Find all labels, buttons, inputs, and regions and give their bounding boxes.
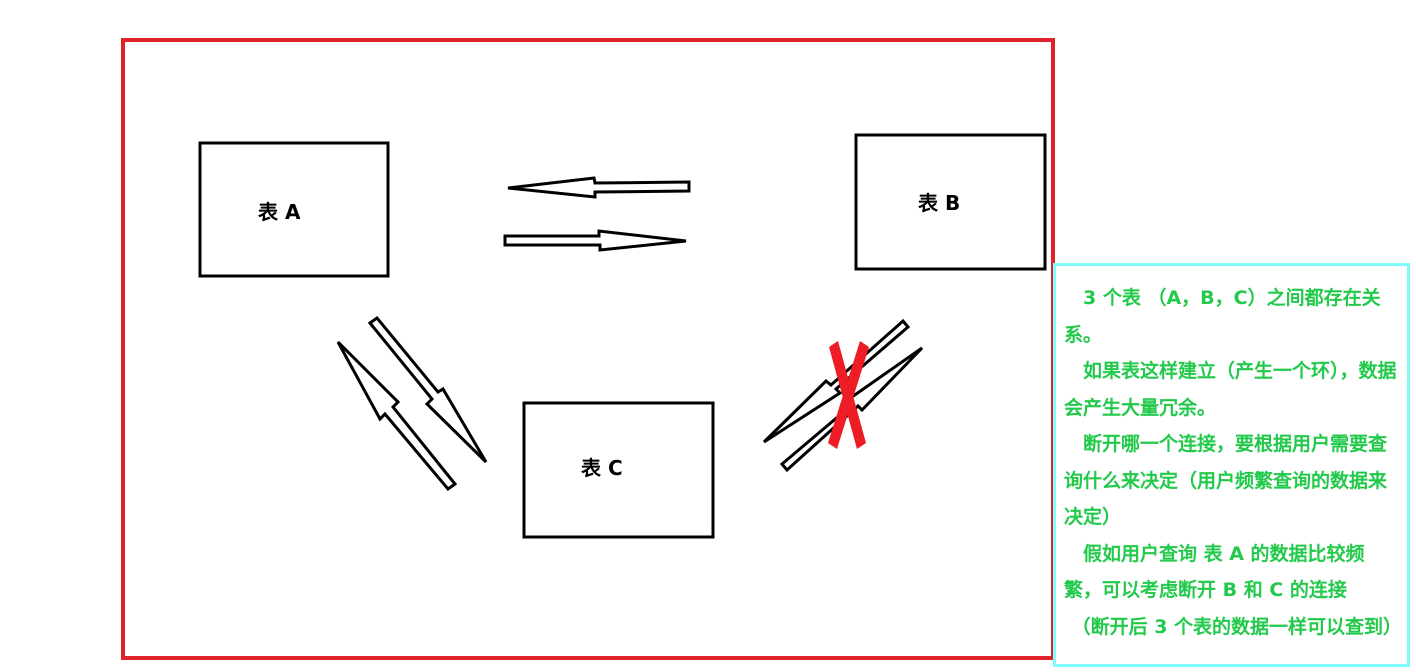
table-a-box: 表 A [198, 141, 390, 278]
explanation-note: 3 个表 （A，B，C）之间都存在关系。 如果表这样建立（产生一个环），数据会产… [1053, 263, 1410, 667]
table-b-box: 表 B [854, 133, 1047, 271]
table-c-label: 表 C [581, 456, 623, 480]
arrow-b-to-c-icon [762, 318, 911, 444]
arrow-a-to-b-icon [503, 229, 687, 252]
arrow-b-to-a-icon [507, 176, 691, 199]
note-paragraph-1: 3 个表 （A，B，C）之间都存在关系。 [1064, 287, 1381, 346]
outer-frame [121, 38, 1055, 660]
note-paragraph-2: 如果表这样建立（产生一个环），数据会产生大量冗余。 [1064, 360, 1397, 419]
red-cross-icon [828, 341, 869, 449]
table-b-label: 表 B [918, 191, 960, 215]
table-a-label: 表 A [258, 200, 301, 224]
note-paragraph-5: （断开后 3 个表的数据一样可以查到） [1071, 615, 1403, 638]
note-paragraph-3: 断开哪一个连接，要根据用户需要查询什么来决定（用户频繁查询的数据来决定） [1064, 433, 1388, 528]
arrow-c-to-a-icon [336, 340, 458, 492]
arrow-a-to-c-icon [367, 315, 488, 464]
table-c-box: 表 C [522, 401, 715, 539]
note-paragraph-4: 假如用户查询 表 A 的数据比较频繁，可以考虑断开 B 和 C 的连接 [1064, 542, 1365, 602]
